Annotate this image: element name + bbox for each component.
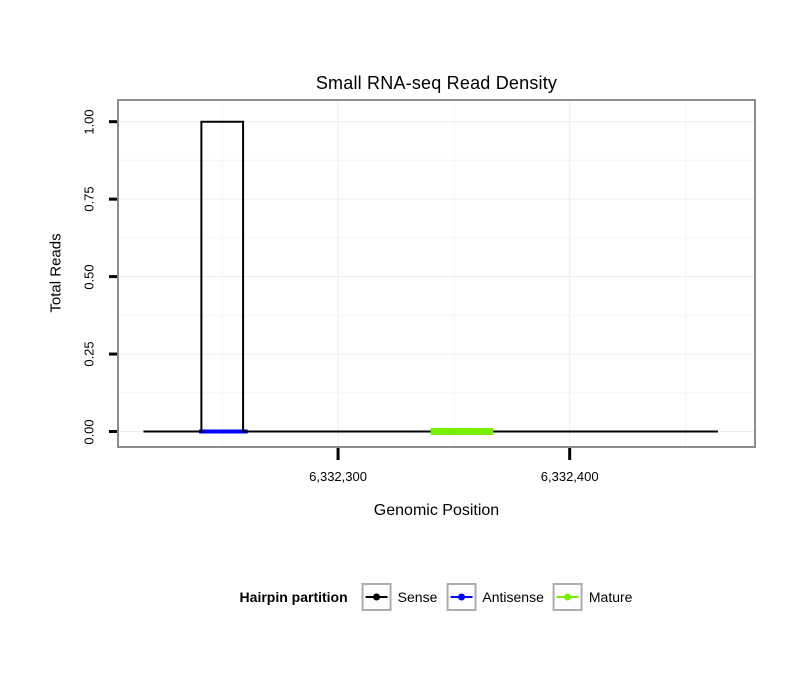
- legend-label-mature: Mature: [588, 589, 633, 605]
- x-axis-title: Genomic Position: [373, 502, 500, 519]
- legend-entry-mature: Mature: [552, 583, 633, 611]
- sense-point-icon: [373, 593, 381, 601]
- x-tick-label: 6,332,400: [540, 469, 599, 484]
- x-tick-label: 6,332,300: [309, 469, 367, 484]
- legend-entry-antisense: Antisense: [446, 583, 544, 611]
- legend: Hairpin partition Sense Antisense Mature: [239, 583, 633, 611]
- y-tick-label: 0.00: [81, 418, 97, 445]
- legend-label-sense: Sense: [397, 589, 438, 605]
- legend-key-mature: [552, 583, 583, 611]
- legend-label-antisense: Antisense: [482, 589, 544, 605]
- y-tick-label: 0.50: [81, 263, 97, 290]
- mature-point-icon: [564, 593, 572, 601]
- chart-title: Small RNA-seq Read Density: [315, 73, 558, 93]
- antisense-point-icon: [457, 593, 465, 601]
- legend-title: Hairpin partition: [239, 589, 348, 605]
- y-tick-label: 0.75: [81, 186, 97, 212]
- legend-key-antisense: [446, 583, 477, 611]
- legend-entry-sense: Sense: [361, 583, 438, 611]
- legend-key-sense: [361, 583, 392, 611]
- y-tick-label: 1.00: [81, 109, 97, 135]
- y-tick-label: 0.25: [81, 341, 97, 367]
